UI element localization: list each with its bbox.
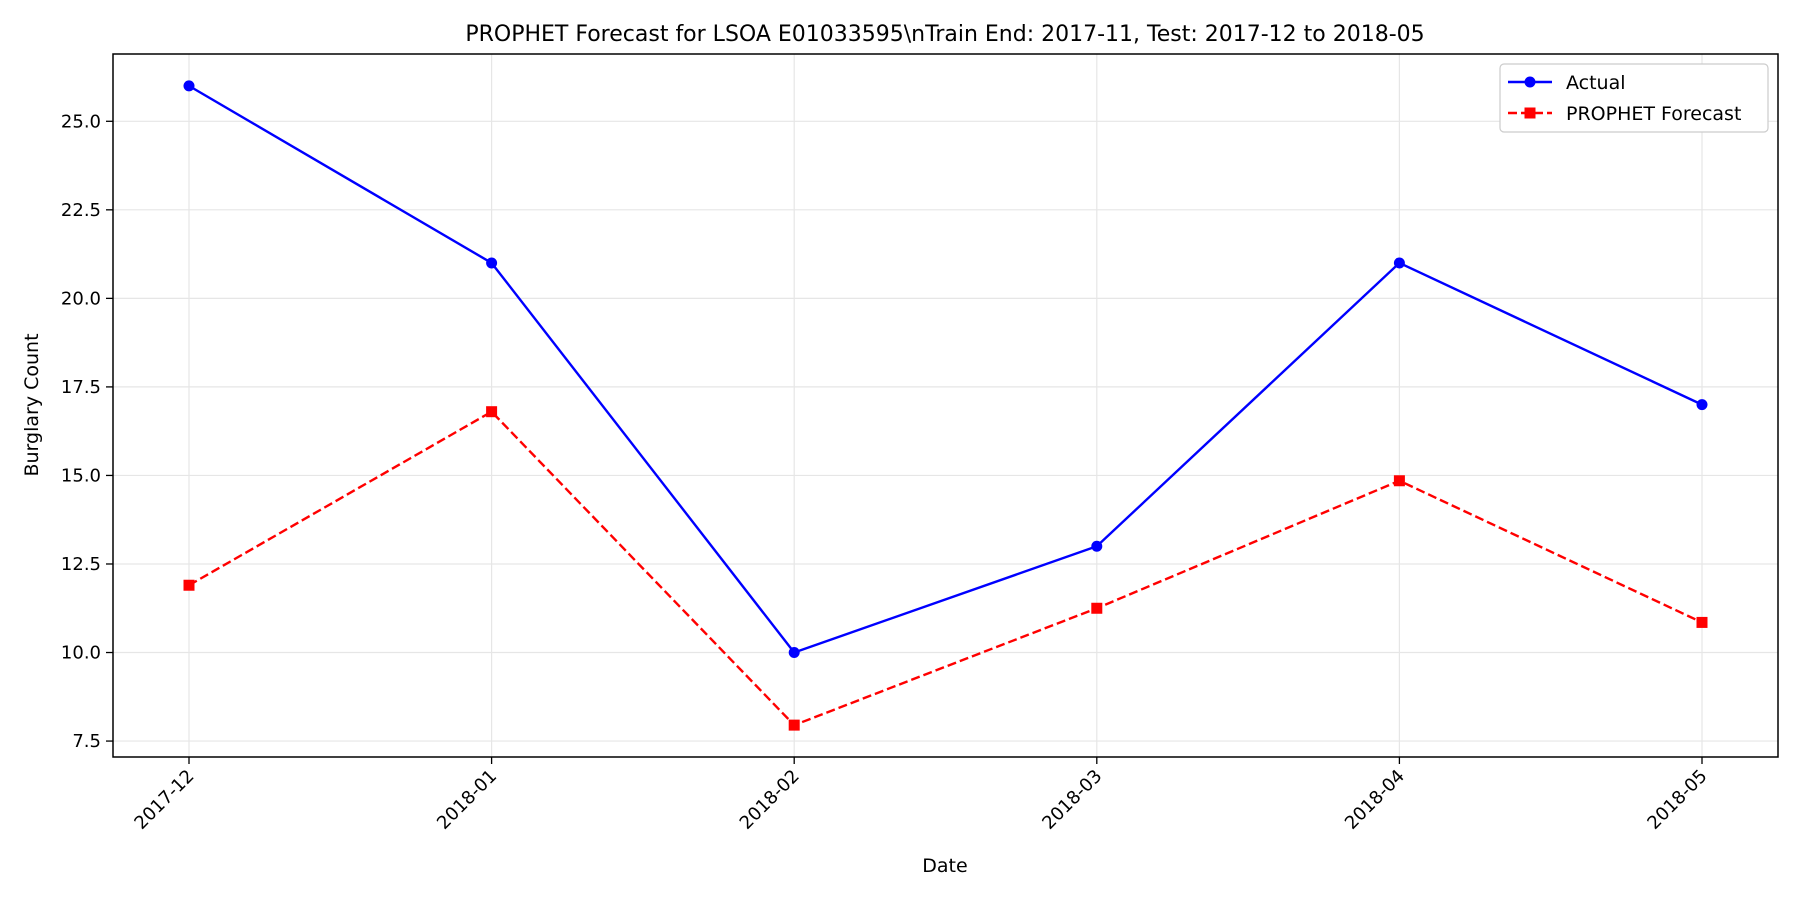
actual-point <box>1696 399 1708 411</box>
plot-frame <box>112 53 1779 758</box>
legend: Actual PROPHET Forecast <box>1499 63 1769 133</box>
actual-point <box>183 80 195 92</box>
series-layer <box>183 80 1708 731</box>
forecast-series-line <box>188 410 1703 727</box>
x-tick-label: 2017-12 <box>130 766 198 834</box>
forecast-point <box>788 719 800 731</box>
forecast-point <box>1091 602 1103 614</box>
x-axis-ticks: 2017-12 2018-01 2018-02 2018-03 2018-04 2018-… <box>130 757 1712 834</box>
actual-series-line <box>188 84 1703 654</box>
x-axis-label: Date <box>922 855 967 877</box>
actual-point <box>1393 257 1405 269</box>
actual-point <box>788 647 800 659</box>
x-tick-label: 2018-03 <box>1038 766 1106 834</box>
y-tick-label: 7.5 <box>72 731 101 752</box>
forecast-point <box>486 406 498 418</box>
chart-title: PROPHET Forecast for LSOA E01033595\nTra… <box>465 22 1424 47</box>
x-tick-label: 2018-04 <box>1341 766 1409 834</box>
forecast-point <box>1696 616 1708 628</box>
y-tick-label: 17.5 <box>61 377 101 398</box>
legend-actual-marker <box>1524 76 1536 88</box>
actual-point <box>1091 540 1103 552</box>
actual-point <box>486 257 498 269</box>
forecast-point <box>1393 475 1405 487</box>
y-axis-label: Burglary Count <box>21 333 43 476</box>
y-tick-label: 10.0 <box>61 643 101 664</box>
grid <box>113 54 1778 757</box>
y-tick-label: 20.0 <box>61 288 101 309</box>
y-tick-label: 15.0 <box>61 465 101 486</box>
x-tick-label: 2018-05 <box>1643 766 1711 834</box>
forecast-point <box>183 579 195 591</box>
y-axis-ticks: 7.5 10.0 12.5 15.0 17.5 20.0 22.5 25.0 <box>61 111 113 752</box>
legend-forecast-label: PROPHET Forecast <box>1566 103 1741 125</box>
legend-actual-label: Actual <box>1566 72 1626 94</box>
legend-frame <box>1499 63 1769 133</box>
x-tick-label: 2018-02 <box>736 766 804 834</box>
y-tick-label: 12.5 <box>61 554 101 575</box>
y-tick-label: 22.5 <box>61 200 101 221</box>
legend-forecast-marker <box>1524 107 1536 119</box>
x-tick-label: 2018-01 <box>433 766 501 834</box>
y-tick-label: 25.0 <box>61 111 101 132</box>
